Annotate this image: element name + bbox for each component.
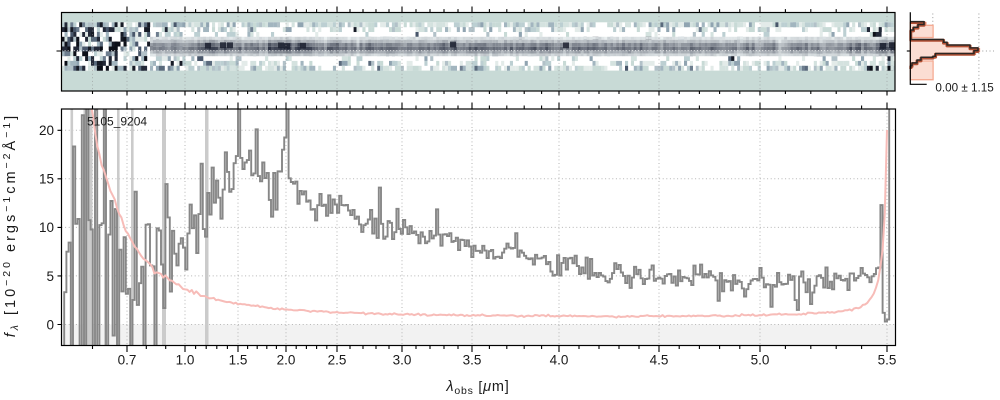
svg-text:3.0: 3.0 xyxy=(393,353,412,368)
svg-text:fλ [10−20 ergs−1cm−2Å−1]: fλ [10−20 ergs−1cm−2Å−1] xyxy=(1,113,21,337)
svg-text:1.0: 1.0 xyxy=(176,353,195,368)
svg-text:10: 10 xyxy=(39,220,54,235)
svg-text:0.00 ± 1.15: 0.00 ± 1.15 xyxy=(935,82,994,95)
svg-text:λobs [μm]: λobs [μm] xyxy=(445,378,509,397)
svg-text:0: 0 xyxy=(46,317,54,332)
svg-text:5.5: 5.5 xyxy=(878,353,897,368)
svg-text:3.5: 3.5 xyxy=(463,353,482,368)
svg-text:1.5: 1.5 xyxy=(229,353,248,368)
svg-text:4.5: 4.5 xyxy=(650,353,669,368)
svg-text:5: 5 xyxy=(46,269,54,284)
svg-text:20: 20 xyxy=(39,123,54,138)
svg-text:2.0: 2.0 xyxy=(277,353,296,368)
svg-text:2.5: 2.5 xyxy=(328,353,347,368)
svg-text:5105_9204: 5105_9204 xyxy=(87,115,147,129)
svg-text:5.0: 5.0 xyxy=(751,353,770,368)
svg-text:15: 15 xyxy=(39,172,54,187)
svg-text:0.7: 0.7 xyxy=(118,353,137,368)
svg-text:4.0: 4.0 xyxy=(550,353,569,368)
